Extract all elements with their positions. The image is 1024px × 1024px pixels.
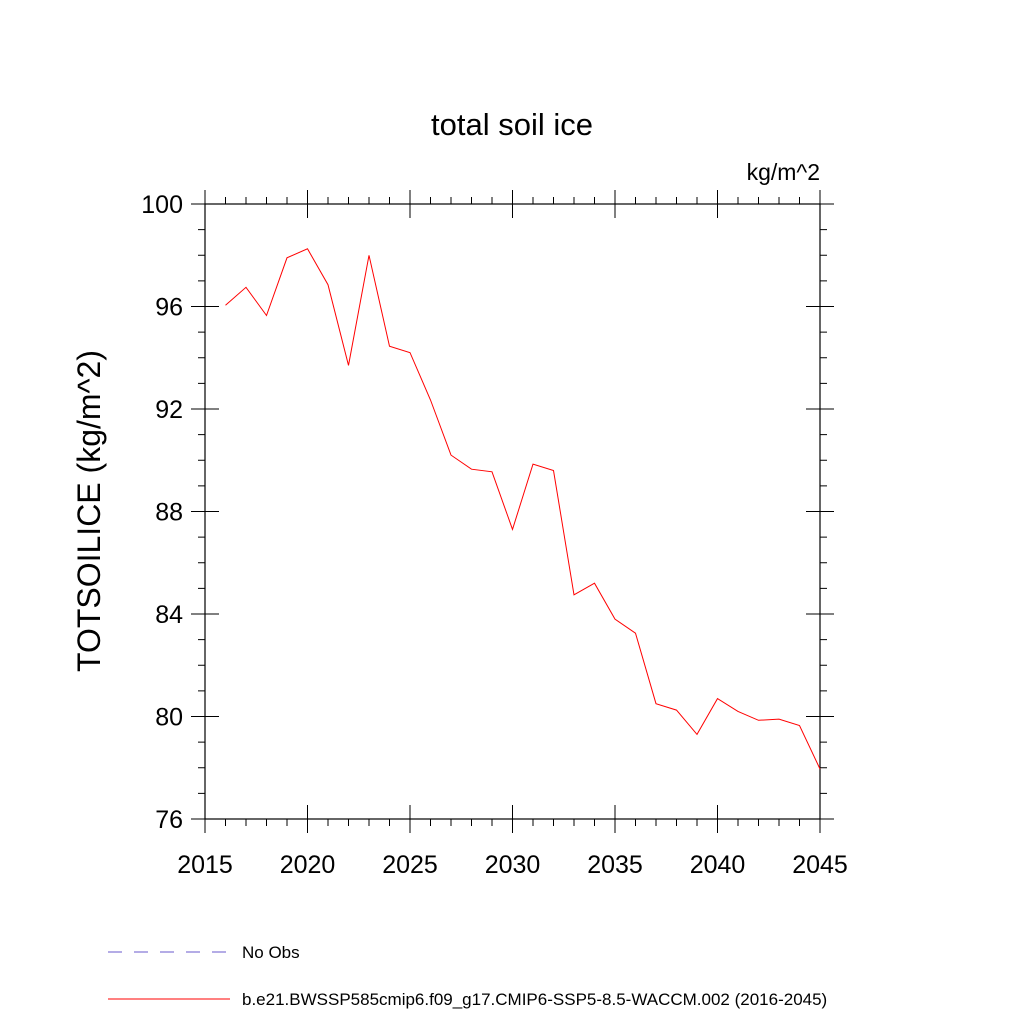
x-tick-label: 2020 <box>280 851 336 879</box>
y-axis-label: TOTSOILICE (kg/m^2) <box>71 350 107 672</box>
units-label: kg/m^2 <box>747 159 820 185</box>
y-tick-label: 100 <box>141 191 183 219</box>
legend-label-0: No Obs <box>242 943 300 962</box>
legend-label-1: b.e21.BWSSP585cmip6.f09_g17.CMIP6-SSP5-8… <box>242 990 827 1009</box>
x-tick-label: 2030 <box>485 851 541 879</box>
x-tick-label: 2025 <box>382 851 438 879</box>
y-tick-label: 80 <box>155 704 183 732</box>
y-tick-label: 96 <box>155 294 183 322</box>
x-tick-label: 2040 <box>690 851 746 879</box>
axis-tick-labels: 2015 2020 2025 2030 2035 2040 2045 76 80 84 88 92 96… <box>141 191 848 879</box>
x-tick-label: 2035 <box>587 851 643 879</box>
axis-ticks <box>191 190 834 833</box>
series-line-0 <box>225 248 821 770</box>
y-tick-label: 88 <box>155 499 183 527</box>
series-group <box>225 248 821 770</box>
y-tick-label: 84 <box>155 601 183 629</box>
chart-title: total soil ice <box>431 107 593 142</box>
plot-frame <box>204 203 821 820</box>
legend: No Obs b.e21.BWSSP585cmip6.f09_g17.CMIP6-… <box>108 943 827 1009</box>
x-tick-label: 2015 <box>177 851 233 879</box>
x-tick-label: 2045 <box>792 851 848 879</box>
y-tick-label: 76 <box>155 806 183 834</box>
y-tick-label: 92 <box>155 396 183 424</box>
